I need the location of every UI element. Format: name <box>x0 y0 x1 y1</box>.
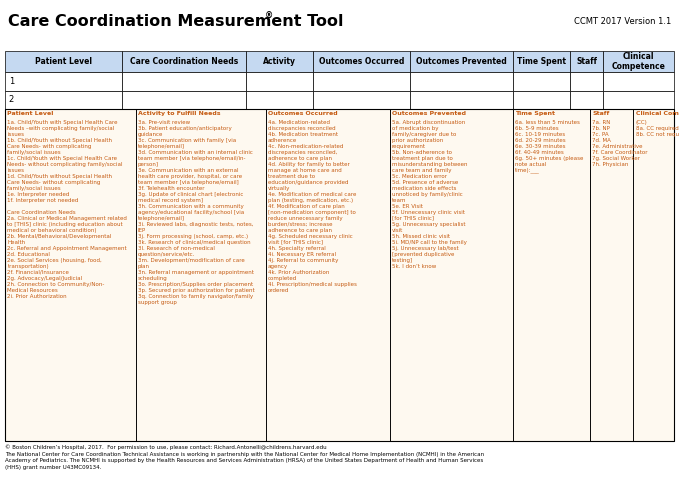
Text: Patient Level: Patient Level <box>35 57 92 66</box>
Text: Time Spent: Time Spent <box>515 111 555 116</box>
Text: ®: ® <box>265 12 273 20</box>
FancyBboxPatch shape <box>604 91 674 109</box>
FancyBboxPatch shape <box>409 91 513 109</box>
FancyBboxPatch shape <box>246 72 313 91</box>
FancyBboxPatch shape <box>604 51 674 72</box>
FancyBboxPatch shape <box>136 109 266 441</box>
FancyBboxPatch shape <box>513 109 590 441</box>
FancyBboxPatch shape <box>409 72 513 91</box>
Text: Clinical Competence: Clinical Competence <box>612 52 665 71</box>
FancyBboxPatch shape <box>634 109 674 441</box>
Text: 5a. Abrupt discontinuation
of medication by
family/caregiver due to
prior author: 5a. Abrupt discontinuation of medication… <box>392 120 467 268</box>
Text: Clinical Competence: Clinical Competence <box>636 111 679 116</box>
Text: (CC)
8a. CC required
8b. CC not required: (CC) 8a. CC required 8b. CC not required <box>636 120 679 136</box>
Text: Outcomes Prevented: Outcomes Prevented <box>392 111 466 116</box>
Text: 3a. Pre-visit review
3b. Patient education/anticipatory
guidance
3c. Communicati: 3a. Pre-visit review 3b. Patient educati… <box>138 120 255 305</box>
Text: 1: 1 <box>9 77 14 86</box>
FancyBboxPatch shape <box>513 51 570 72</box>
FancyBboxPatch shape <box>313 91 409 109</box>
FancyBboxPatch shape <box>5 91 122 109</box>
Text: Staff: Staff <box>576 57 598 66</box>
FancyBboxPatch shape <box>5 51 122 72</box>
Text: 4a. Medication-related
discrepancies reconciled
4b. Medication treatment
adheren: 4a. Medication-related discrepancies rec… <box>268 120 357 293</box>
Text: CCMT 2017 Version 1.1: CCMT 2017 Version 1.1 <box>574 17 671 26</box>
FancyBboxPatch shape <box>513 72 570 91</box>
Text: 7a. RN
7b. NP
7c. PA
7d. MA
7e. Administrative
7f. Care Coordinator
7g. Social W: 7a. RN 7b. NP 7c. PA 7d. MA 7e. Administ… <box>592 120 648 167</box>
FancyBboxPatch shape <box>266 109 390 441</box>
Text: Outcomes Occurred: Outcomes Occurred <box>318 57 404 66</box>
FancyBboxPatch shape <box>590 109 634 441</box>
Text: Care Coordination Measurement Tool: Care Coordination Measurement Tool <box>8 14 344 29</box>
Text: Outcomes Prevented: Outcomes Prevented <box>416 57 507 66</box>
FancyBboxPatch shape <box>122 51 246 72</box>
FancyBboxPatch shape <box>122 72 246 91</box>
Text: Activity: Activity <box>263 57 296 66</box>
FancyBboxPatch shape <box>313 72 409 91</box>
Text: Time Spent: Time Spent <box>517 57 566 66</box>
Text: Patient Level: Patient Level <box>7 111 54 116</box>
FancyBboxPatch shape <box>122 91 246 109</box>
FancyBboxPatch shape <box>570 72 604 91</box>
FancyBboxPatch shape <box>513 91 570 109</box>
Text: Activity to Fulfill Needs: Activity to Fulfill Needs <box>138 111 220 116</box>
FancyBboxPatch shape <box>570 91 604 109</box>
FancyBboxPatch shape <box>390 109 513 441</box>
FancyBboxPatch shape <box>246 91 313 109</box>
Text: Care Coordination Needs: Care Coordination Needs <box>130 57 238 66</box>
FancyBboxPatch shape <box>570 51 604 72</box>
FancyBboxPatch shape <box>246 51 313 72</box>
Text: 2: 2 <box>9 95 14 104</box>
FancyBboxPatch shape <box>5 72 122 91</box>
Text: © Boston Children’s Hospital, 2017.  For permission to use, please contact: Rich: © Boston Children’s Hospital, 2017. For … <box>5 444 485 470</box>
Text: 1a. Child/Youth with Special Health Care
Needs –with complicating family/social
: 1a. Child/Youth with Special Health Care… <box>7 120 128 298</box>
FancyBboxPatch shape <box>604 72 674 91</box>
FancyBboxPatch shape <box>409 51 513 72</box>
FancyBboxPatch shape <box>5 109 136 441</box>
FancyBboxPatch shape <box>313 51 409 72</box>
Text: 6a. less than 5 minutes
6b. 5-9 minutes
6c. 10-19 minutes
6d. 20-29 minutes
6e. : 6a. less than 5 minutes 6b. 5-9 minutes … <box>515 120 584 173</box>
Text: Outcomes Occurred: Outcomes Occurred <box>268 111 337 116</box>
Text: Staff: Staff <box>592 111 609 116</box>
